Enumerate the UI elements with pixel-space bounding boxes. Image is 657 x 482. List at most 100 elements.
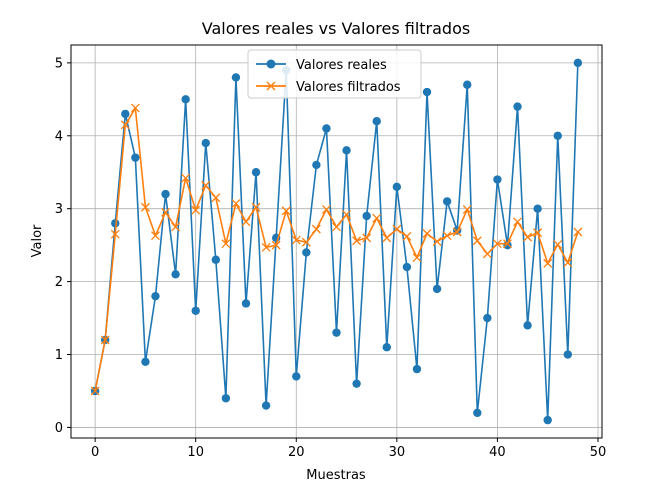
data-point-reales	[302, 248, 311, 257]
data-point-filtrados	[342, 210, 352, 219]
data-point-filtrados	[523, 232, 533, 242]
plot-area-frame	[70, 44, 603, 439]
data-point-filtrados	[120, 120, 130, 130]
data-point-reales	[352, 379, 361, 388]
y-tick-label: 4	[55, 129, 63, 144]
data-point-filtrados	[221, 239, 231, 249]
data-point-filtrados	[382, 233, 392, 243]
data-point-reales	[563, 350, 573, 359]
data-point-filtrados	[90, 386, 100, 396]
data-point-filtrados	[301, 237, 311, 247]
x-tick-label: 10	[187, 445, 204, 460]
data-point-filtrados	[332, 222, 341, 232]
data-point-filtrados	[100, 335, 110, 345]
x-tick-label: 0	[91, 445, 99, 460]
legend-label-filtrados: Valores filtrados	[296, 80, 401, 95]
data-point-reales	[483, 313, 492, 323]
data-point-reales	[211, 255, 221, 264]
data-point-filtrados	[402, 231, 412, 241]
data-point-reales	[422, 87, 432, 97]
data-point-reales	[181, 95, 190, 104]
data-point-reales	[201, 138, 210, 148]
data-point-filtrados	[211, 193, 221, 203]
data-point-filtrados	[110, 229, 120, 239]
data-point-reales	[473, 408, 482, 418]
data-point-filtrados	[573, 227, 583, 237]
grid	[71, 45, 602, 438]
data-point-filtrados	[563, 258, 573, 268]
data-point-filtrados	[140, 202, 150, 212]
legend-marker-filtrados	[266, 81, 276, 91]
data-point-filtrados	[372, 213, 382, 223]
data-point-reales	[402, 262, 412, 272]
data-point-filtrados	[442, 231, 452, 241]
data-point-reales	[151, 291, 160, 301]
data-point-reales	[161, 189, 170, 199]
data-point-filtrados	[503, 239, 512, 249]
data-point-filtrados	[533, 228, 543, 238]
data-point-filtrados	[472, 236, 482, 246]
data-point-reales	[432, 284, 442, 294]
data-point-reales	[131, 153, 140, 162]
data-point-filtrados	[201, 180, 211, 190]
data-point-reales	[573, 58, 583, 68]
data-point-reales	[261, 401, 271, 410]
y-tick-label: 5	[55, 56, 63, 71]
data-point-filtrados	[553, 239, 563, 249]
data-point-reales	[231, 73, 241, 82]
data-point-filtrados	[392, 224, 402, 234]
x-tick-label: 50	[590, 445, 607, 460]
data-point-reales	[523, 321, 532, 330]
data-point-filtrados	[261, 242, 271, 252]
y-tick-label: 0	[55, 421, 63, 436]
data-point-reales	[251, 168, 261, 177]
data-point-filtrados	[543, 258, 553, 268]
data-point-reales	[412, 364, 422, 374]
legend-label-reales: Valores reales	[296, 58, 387, 73]
ticks: 0 10 20 30 40 50 0 1 2 3 4 5	[55, 56, 607, 460]
data-point-filtrados	[231, 199, 241, 209]
data-point-filtrados	[271, 240, 281, 250]
series-layer	[90, 58, 583, 425]
y-axis-label: Valor	[30, 224, 45, 257]
data-point-filtrados	[151, 231, 160, 241]
data-point-reales	[553, 131, 562, 140]
data-point-reales	[543, 415, 552, 425]
data-point-filtrados	[492, 239, 502, 249]
data-point-reales	[121, 109, 130, 119]
data-point-filtrados	[422, 229, 432, 238]
data-point-filtrados	[311, 224, 321, 234]
data-point-reales	[111, 219, 120, 228]
data-point-filtrados	[130, 103, 140, 113]
x-tick-label: 40	[489, 445, 506, 460]
data-point-filtrados	[321, 204, 331, 214]
legend: Valores reales Valores filtrados	[247, 49, 422, 99]
data-point-filtrados	[251, 202, 261, 212]
data-point-filtrados	[432, 237, 442, 246]
data-point-reales	[463, 80, 472, 89]
data-point-filtrados	[171, 222, 181, 232]
x-tick-label: 30	[389, 445, 406, 460]
data-point-filtrados	[362, 233, 372, 243]
data-point-reales	[362, 211, 371, 221]
y-tick-label: 2	[55, 275, 63, 290]
data-point-reales	[332, 328, 341, 337]
legend-marker-reales	[266, 59, 276, 69]
y-tick-label: 3	[55, 202, 63, 217]
data-point-reales	[191, 306, 200, 315]
chart-title: Valores reales vs Valores filtrados	[202, 19, 470, 38]
data-point-filtrados	[513, 217, 522, 227]
data-point-filtrados	[181, 173, 191, 183]
data-point-filtrados	[462, 204, 472, 214]
data-point-reales	[533, 204, 542, 213]
data-point-filtrados	[452, 227, 462, 237]
data-point-reales	[292, 372, 301, 381]
data-point-filtrados	[291, 235, 301, 245]
data-point-reales	[322, 124, 331, 133]
data-point-reales	[372, 116, 381, 126]
x-axis-label: Muestras	[306, 468, 366, 482]
x-tick-label: 20	[288, 445, 305, 460]
legend-box	[247, 49, 422, 99]
data-point-reales	[382, 343, 391, 352]
